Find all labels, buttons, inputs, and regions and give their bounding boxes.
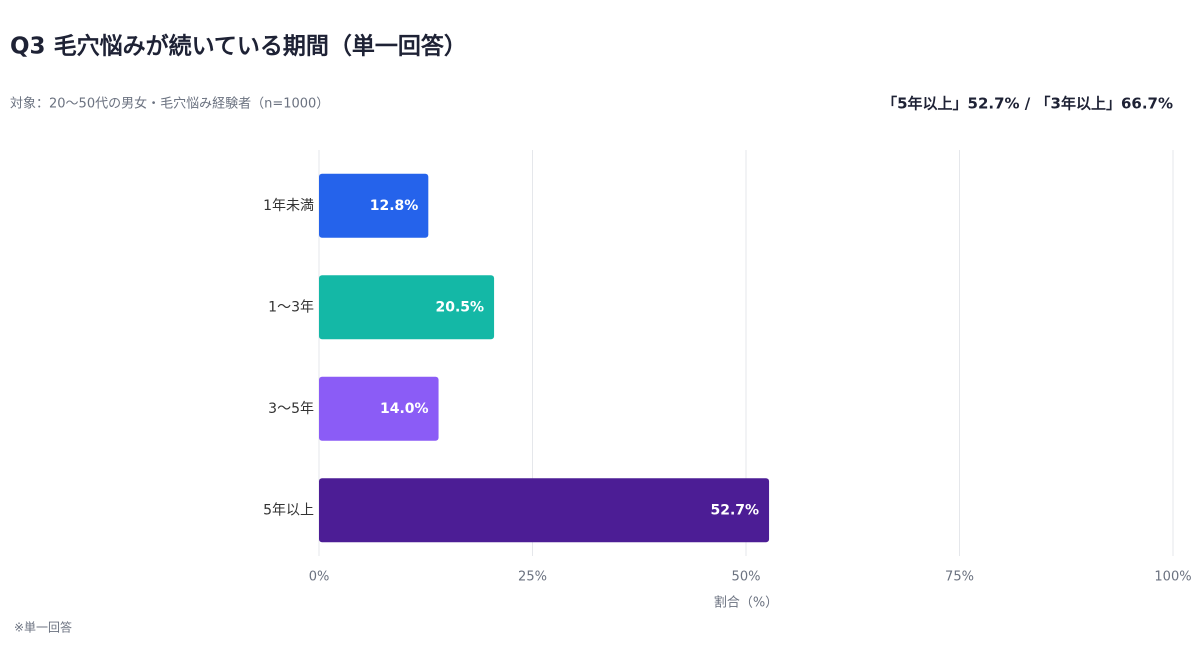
x-axis-label: 割合（%）: [714, 595, 778, 611]
x-tick-label: 75%: [945, 570, 974, 585]
bar: [319, 376, 439, 441]
bar: [319, 275, 495, 340]
x-tick-label: 50%: [732, 570, 761, 585]
value-label: 20.5%: [435, 299, 484, 315]
bar: [319, 173, 429, 238]
bar: [319, 478, 770, 543]
value-label: 12.8%: [370, 198, 419, 214]
subtitle: 対象：20〜50代の男女・毛穴悩み経験者（n=1000）: [10, 96, 329, 112]
y-tick-label: 1〜3年: [268, 299, 314, 315]
value-label: 14.0%: [380, 401, 429, 417]
x-tick-label: 100%: [1154, 570, 1191, 585]
value-label: 52.7%: [710, 502, 759, 518]
highlight: 「5年以上」52.7% / 「3年以上」66.7%: [882, 95, 1173, 113]
x-tick-label: 0%: [309, 570, 330, 585]
footnote: ※単一回答: [14, 620, 72, 635]
y-tick-label: 1年未満: [263, 198, 314, 214]
chart-title: Q3 毛穴悩みが続いている期間（単一回答）: [10, 33, 467, 60]
y-tick-label: 3〜5年: [268, 401, 314, 417]
x-tick-label: 25%: [518, 570, 547, 585]
y-tick-label: 5年以上: [263, 502, 314, 518]
